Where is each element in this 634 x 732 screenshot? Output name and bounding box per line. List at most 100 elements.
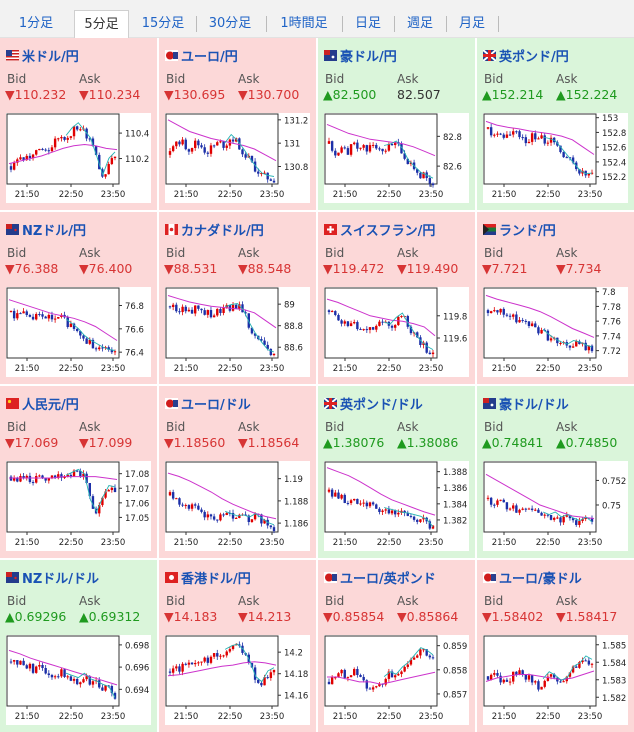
rate-cell[interactable]: ユーロ/英ポンド Bid Ask ▼0.85854 ▼0.85864 0.859 0.858… [318,560,475,732]
tab-15min[interactable]: 15分足 [141,16,185,31]
pair-name[interactable]: カナダドル/円 [181,223,264,239]
rate-cell[interactable]: ユーロ/ドル Bid Ask ▼1.18560 ▼1.18564 1.19 1.188 1.1… [159,386,316,558]
y-tick-label: 76.4 [125,349,144,359]
candle-body [104,174,107,177]
candle-body [187,662,191,665]
candle-body [57,676,60,678]
candle-body [403,153,406,159]
pair-name[interactable]: ランド/円 [499,223,556,239]
za-flag-icon [483,223,496,235]
price-chart[interactable]: 1.19 1.188 1.186 21:50 22:50 23:50 [165,461,310,551]
pair-name[interactable]: 英ポンド/円 [499,49,569,65]
tab-daily[interactable]: 日足 [354,16,381,31]
tab-5min[interactable]: 5分足 [74,10,129,38]
cell-title[interactable]: 香港ドル/円 [165,568,251,587]
pair-name[interactable]: ユーロ/ドル [181,397,251,413]
cell-title[interactable]: NZドル/ドル [6,568,100,587]
candle-body [521,508,524,510]
cell-title[interactable]: 英ポンド/ドル [324,394,423,413]
rate-cell[interactable]: ユーロ/豪ドル Bid Ask ▼1.58402 ▼1.58417 1.585 1.584 1… [477,560,634,732]
tab-monthly[interactable]: 月足 [458,16,485,31]
price-chart[interactable]: 0.859 0.858 0.857 21:50 22:50 23:50 [324,635,469,725]
x-tick-label: 21:50 [492,364,517,374]
price-chart[interactable]: 76.8 76.6 76.4 21:50 22:50 23:50 [6,287,151,377]
rate-cell[interactable]: 英ポンド/ドル Bid Ask ▲1.38076 ▲1.38086 1.388 1.386 1… [318,386,475,558]
pair-name[interactable]: NZドル/円 [22,223,87,239]
candle-body [403,666,406,672]
price-chart[interactable]: 0.698 0.696 0.694 21:50 22:50 23:50 [6,635,151,725]
rate-cell[interactable]: 米ドル/円 Bid Ask ▼110.232 ▼110.234 110.4 110.2 21:… [0,38,157,210]
tab-separator [498,16,499,32]
candle-body [559,681,562,683]
pair-name[interactable]: 香港ドル/円 [181,571,251,587]
cell-title[interactable]: ユーロ/英ポンド [324,568,436,587]
cell-title[interactable]: 豪ドル/円 [324,46,397,65]
price-chart[interactable]: 119.8 119.6 21:50 22:50 23:50 [324,287,469,377]
candle-body [518,670,521,675]
rate-cell[interactable]: NZドル/ドル Bid Ask ▲0.69296 ▲0.69312 0.698 0.696 0… [0,560,157,732]
rate-cell[interactable]: 英ポンド/円 Bid Ask ▲152.214 ▲152.224 153 152.8 152.… [477,38,634,210]
rate-cell[interactable]: 人民元/円 Bid Ask ▼17.069 ▼17.099 17.08 17.07 17.06… [0,386,157,558]
tab-weekly[interactable]: 週足 [406,16,433,31]
cell-title[interactable]: NZドル/円 [6,220,87,239]
cell-title[interactable]: 英ポンド/円 [483,46,569,65]
y-tick-label: 1.382 [443,516,467,526]
price-chart[interactable]: 82.8 82.6 21:50 22:50 23:50 [324,113,469,203]
pair-name[interactable]: ユーロ/円 [181,49,238,65]
cell-title[interactable]: ユーロ/円 [165,46,238,65]
candle-body [390,325,394,328]
cell-title[interactable]: 米ドル/円 [6,46,79,65]
plot-frame [165,287,279,359]
price-chart[interactable]: 17.08 17.07 17.06 17.05 21:50 22:50 23:50 [6,461,151,551]
cell-title[interactable]: ユーロ/ドル [165,394,251,413]
tab-1min[interactable]: 1分足 [18,16,54,31]
pair-name[interactable]: NZドル/ドル [22,571,100,587]
pair-name[interactable]: 人民元/円 [22,397,79,413]
cell-title[interactable]: スイスフラン/円 [324,220,436,239]
candle-body [41,314,44,317]
price-chart[interactable]: 89 88.8 88.6 21:50 22:50 23:50 [165,287,310,377]
candle-body [337,673,340,678]
bid-label: Bid [166,72,186,86]
pair-name[interactable]: ユーロ/英ポンド [340,571,436,587]
candle-body [365,680,369,689]
rate-cell[interactable]: ユーロ/円 Bid Ask ▼130.695 ▼130.700 131.2 131 130.8… [159,38,316,210]
price-chart[interactable]: 7.8 7.78 7.76 7.74 7.72 21:50 22:50 23:50 [483,287,628,377]
rate-cell[interactable]: 豪ドル/ドル Bid Ask ▲0.74841 ▲0.74850 0.752 0.75 21:… [477,386,634,558]
pair-name[interactable]: スイスフラン/円 [340,223,436,239]
tab-1hour[interactable]: 1時間足 [280,16,328,31]
rate-cell[interactable]: 香港ドル/円 Bid Ask ▼14.183 ▼14.213 14.2 14.18 14.16… [159,560,316,732]
price-chart[interactable]: 1.585 1.584 1.583 1.582 21:50 22:50 23:50 [483,635,628,725]
pair-name[interactable]: 豪ドル/円 [340,49,397,65]
rate-cell[interactable]: ランド/円 Bid Ask ▼7.721 ▼7.734 7.8 7.78 7.76 7.74 7.… [477,212,634,384]
price-chart[interactable]: 131.2 131 130.8 21:50 22:50 23:50 [165,113,310,203]
rate-cell[interactable]: カナダドル/円 Bid Ask ▼88.531 ▼88.548 89 88.8 88.6 21:… [159,212,316,384]
candle-body [244,154,247,158]
candle-body [16,159,19,163]
cell-title[interactable]: ランド/円 [483,220,556,239]
pair-name[interactable]: ユーロ/豪ドル [499,571,582,587]
price-chart[interactable]: 1.388 1.386 1.384 1.382 21:50 22:50 23:50 [324,461,469,551]
pair-name[interactable]: 米ドル/円 [22,49,79,65]
cell-title[interactable]: 人民元/円 [6,394,79,413]
tab-30min[interactable]: 30分足 [208,16,252,31]
candle-body [269,525,273,528]
rate-cell[interactable]: スイスフラン/円 Bid Ask ▼119.472 ▼119.490 119.8 119.6… [318,212,475,384]
price-chart[interactable]: 0.752 0.75 21:50 22:50 23:50 [483,461,628,551]
candle-body [499,499,502,501]
pair-name[interactable]: 豪ドル/ドル [499,397,569,413]
cell-title[interactable]: ユーロ/豪ドル [483,568,582,587]
price-chart[interactable]: 153 152.8 152.6 152.4 152.2 21:50 22:50 23:50 [483,113,628,203]
rate-cell[interactable]: 豪ドル/円 Bid Ask ▲82.500 82.507 82.8 82.6 21:50 22:… [318,38,475,210]
candle-body [353,142,356,145]
candle-body [244,514,247,516]
cell-title[interactable]: 豪ドル/ドル [483,394,569,413]
candle-body [431,525,435,529]
candle-body [368,688,372,690]
price-chart[interactable]: 110.4 110.2 21:50 22:50 23:50 [6,113,151,203]
price-chart[interactable]: 14.2 14.18 14.16 21:50 22:50 23:50 [165,635,310,725]
ask-label: Ask [79,246,101,260]
pair-name[interactable]: 英ポンド/ドル [340,397,423,413]
cell-title[interactable]: カナダドル/円 [165,220,264,239]
rate-cell[interactable]: NZドル/円 Bid Ask ▼76.388 ▼76.400 76.8 76.6 76.4 21… [0,212,157,384]
